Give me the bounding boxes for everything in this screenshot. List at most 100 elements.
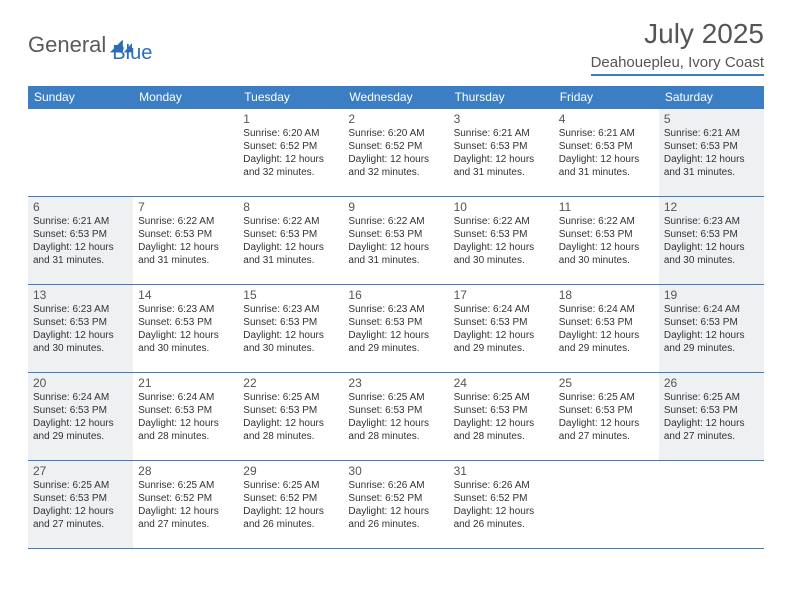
calendar-cell: 11Sunrise: 6:22 AMSunset: 6:53 PMDayligh… <box>554 197 659 285</box>
day-number: 27 <box>33 464 128 478</box>
title-block: July 2025 Deahouepleu, Ivory Coast <box>591 18 764 76</box>
day-info: Sunrise: 6:26 AMSunset: 6:52 PMDaylight:… <box>348 479 443 531</box>
day-info: Sunrise: 6:21 AMSunset: 6:53 PMDaylight:… <box>454 127 549 179</box>
calendar-cell: 16Sunrise: 6:23 AMSunset: 6:53 PMDayligh… <box>343 285 448 373</box>
day-info: Sunrise: 6:23 AMSunset: 6:53 PMDaylight:… <box>664 215 759 267</box>
day-info: Sunrise: 6:23 AMSunset: 6:53 PMDaylight:… <box>33 303 128 355</box>
calendar-row: 1 Sunrise: 6:20 AMSunset: 6:52 PMDaylight… <box>28 109 764 197</box>
day-number: 10 <box>454 200 549 214</box>
day-number: 20 <box>33 376 128 390</box>
calendar-cell <box>28 109 133 197</box>
weekday-header: Saturday <box>659 86 764 109</box>
day-info: Sunrise: 6:22 AMSunset: 6:53 PMDaylight:… <box>454 215 549 267</box>
calendar-row: 27Sunrise: 6:25 AMSunset: 6:53 PMDayligh… <box>28 461 764 549</box>
day-info: Sunrise: 6:21 AMSunset: 6:53 PMDaylight:… <box>664 127 759 179</box>
weekday-header: Tuesday <box>238 86 343 109</box>
weekday-header: Friday <box>554 86 659 109</box>
day-number: 14 <box>138 288 233 302</box>
calendar-cell: 26Sunrise: 6:25 AMSunset: 6:53 PMDayligh… <box>659 373 764 461</box>
day-info: Sunrise: 6:24 AMSunset: 6:53 PMDaylight:… <box>664 303 759 355</box>
day-number: 30 <box>348 464 443 478</box>
calendar-body: 1 Sunrise: 6:20 AMSunset: 6:52 PMDaylight… <box>28 109 764 549</box>
calendar-cell: 28Sunrise: 6:25 AMSunset: 6:52 PMDayligh… <box>133 461 238 549</box>
day-info: Sunrise: 6:25 AMSunset: 6:53 PMDaylight:… <box>243 391 338 443</box>
day-number: 31 <box>454 464 549 478</box>
day-info: Sunrise: 6:21 AMSunset: 6:53 PMDaylight:… <box>33 215 128 267</box>
day-number: 21 <box>138 376 233 390</box>
calendar-cell: 6Sunrise: 6:21 AMSunset: 6:53 PMDaylight… <box>28 197 133 285</box>
day-info: Sunrise: 6:21 AMSunset: 6:53 PMDaylight:… <box>559 127 654 179</box>
day-number: 16 <box>348 288 443 302</box>
calendar-cell: 29Sunrise: 6:25 AMSunset: 6:52 PMDayligh… <box>238 461 343 549</box>
day-info: Sunrise: 6:24 AMSunset: 6:53 PMDaylight:… <box>138 391 233 443</box>
day-info: Sunrise: 6:25 AMSunset: 6:53 PMDaylight:… <box>348 391 443 443</box>
page-title: July 2025 <box>591 18 764 50</box>
calendar-cell: 25Sunrise: 6:25 AMSunset: 6:53 PMDayligh… <box>554 373 659 461</box>
logo-text-general: General <box>28 32 106 58</box>
calendar-cell <box>133 109 238 197</box>
calendar-cell: 5Sunrise: 6:21 AMSunset: 6:53 PMDaylight… <box>659 109 764 197</box>
weekday-header: Thursday <box>449 86 554 109</box>
calendar-cell: 27Sunrise: 6:25 AMSunset: 6:53 PMDayligh… <box>28 461 133 549</box>
day-number: 7 <box>138 200 233 214</box>
calendar-cell: 21Sunrise: 6:24 AMSunset: 6:53 PMDayligh… <box>133 373 238 461</box>
logo: General Blue <box>28 18 152 65</box>
calendar-cell: 7Sunrise: 6:22 AMSunset: 6:53 PMDaylight… <box>133 197 238 285</box>
calendar-cell: 17Sunrise: 6:24 AMSunset: 6:53 PMDayligh… <box>449 285 554 373</box>
day-number: 15 <box>243 288 338 302</box>
day-number: 12 <box>664 200 759 214</box>
logo-text-blue: Blue <box>112 24 152 65</box>
day-info: Sunrise: 6:25 AMSunset: 6:53 PMDaylight:… <box>664 391 759 443</box>
calendar-cell: 15Sunrise: 6:23 AMSunset: 6:53 PMDayligh… <box>238 285 343 373</box>
day-info: Sunrise: 6:23 AMSunset: 6:53 PMDaylight:… <box>243 303 338 355</box>
day-info: Sunrise: 6:25 AMSunset: 6:53 PMDaylight:… <box>559 391 654 443</box>
day-info: Sunrise: 6:26 AMSunset: 6:52 PMDaylight:… <box>454 479 549 531</box>
day-info: Sunrise: 6:22 AMSunset: 6:53 PMDaylight:… <box>138 215 233 267</box>
day-number: 6 <box>33 200 128 214</box>
day-info: Sunrise: 6:20 AMSunset: 6:52 PMDaylight:… <box>348 127 443 179</box>
calendar-cell: 2Sunrise: 6:20 AMSunset: 6:52 PMDaylight… <box>343 109 448 197</box>
calendar-cell: 30Sunrise: 6:26 AMSunset: 6:52 PMDayligh… <box>343 461 448 549</box>
day-number: 24 <box>454 376 549 390</box>
calendar-row: 13Sunrise: 6:23 AMSunset: 6:53 PMDayligh… <box>28 285 764 373</box>
day-info: Sunrise: 6:22 AMSunset: 6:53 PMDaylight:… <box>243 215 338 267</box>
day-number: 2 <box>348 112 443 126</box>
calendar-cell: 20Sunrise: 6:24 AMSunset: 6:53 PMDayligh… <box>28 373 133 461</box>
day-number: 26 <box>664 376 759 390</box>
calendar-cell: 19Sunrise: 6:24 AMSunset: 6:53 PMDayligh… <box>659 285 764 373</box>
day-number: 3 <box>454 112 549 126</box>
calendar-cell: 8Sunrise: 6:22 AMSunset: 6:53 PMDaylight… <box>238 197 343 285</box>
calendar-row: 20 Sunrise: 6:24 AMSunset: 6:53 PMDayligh… <box>28 373 764 461</box>
day-info: Sunrise: 6:24 AMSunset: 6:53 PMDaylight:… <box>454 303 549 355</box>
day-number: 19 <box>664 288 759 302</box>
day-number: 9 <box>348 200 443 214</box>
weekday-header: Monday <box>133 86 238 109</box>
location-label: Deahouepleu, Ivory Coast <box>591 54 764 76</box>
calendar-cell: 14Sunrise: 6:23 AMSunset: 6:53 PMDayligh… <box>133 285 238 373</box>
calendar-table: Sunday Monday Tuesday Wednesday Thursday… <box>28 86 764 549</box>
day-info: Sunrise: 6:22 AMSunset: 6:53 PMDaylight:… <box>559 215 654 267</box>
calendar-cell: 22Sunrise: 6:25 AMSunset: 6:53 PMDayligh… <box>238 373 343 461</box>
weekday-header: Wednesday <box>343 86 448 109</box>
calendar-cell <box>554 461 659 549</box>
day-info: Sunrise: 6:25 AMSunset: 6:52 PMDaylight:… <box>243 479 338 531</box>
calendar-cell: 3Sunrise: 6:21 AMSunset: 6:53 PMDaylight… <box>449 109 554 197</box>
calendar-cell: 23Sunrise: 6:25 AMSunset: 6:53 PMDayligh… <box>343 373 448 461</box>
day-number: 29 <box>243 464 338 478</box>
day-number: 4 <box>559 112 654 126</box>
day-number: 22 <box>243 376 338 390</box>
day-number: 13 <box>33 288 128 302</box>
day-info: Sunrise: 6:23 AMSunset: 6:53 PMDaylight:… <box>138 303 233 355</box>
day-number: 17 <box>454 288 549 302</box>
day-number: 1 <box>243 112 338 126</box>
calendar-cell: 1Sunrise: 6:20 AMSunset: 6:52 PMDaylight… <box>238 109 343 197</box>
day-info: Sunrise: 6:25 AMSunset: 6:53 PMDaylight:… <box>33 479 128 531</box>
calendar-cell: 18Sunrise: 6:24 AMSunset: 6:53 PMDayligh… <box>554 285 659 373</box>
day-number: 8 <box>243 200 338 214</box>
header: General Blue July 2025 Deahouepleu, Ivor… <box>28 18 764 76</box>
calendar-cell: 31Sunrise: 6:26 AMSunset: 6:52 PMDayligh… <box>449 461 554 549</box>
weekday-header-row: Sunday Monday Tuesday Wednesday Thursday… <box>28 86 764 109</box>
calendar-row: 6Sunrise: 6:21 AMSunset: 6:53 PMDaylight… <box>28 197 764 285</box>
day-info: Sunrise: 6:24 AMSunset: 6:53 PMDaylight:… <box>559 303 654 355</box>
day-number: 18 <box>559 288 654 302</box>
